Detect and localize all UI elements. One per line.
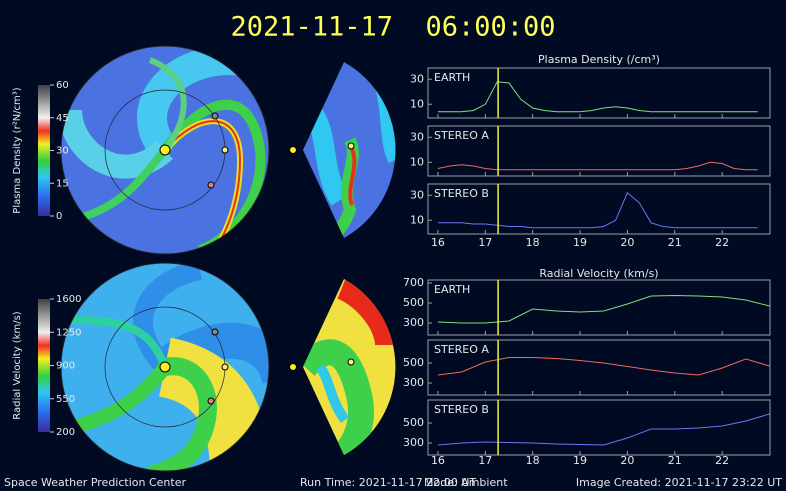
footer-center: Space Weather Prediction Center (4, 476, 186, 489)
x-tick-label: 18 (526, 236, 540, 249)
colorbar-tick-label: 15 (56, 178, 69, 189)
footer-created: Image Created: 2021-11-17 23:22 UT (576, 476, 782, 489)
y-tick-label: 30 (410, 72, 424, 85)
series-line (437, 413, 770, 446)
density-map (60, 45, 396, 255)
x-tick-label: 19 (573, 454, 587, 467)
footer-run-time: Run Time: 2021-11-17 22:00 UT (300, 476, 476, 489)
y-tick-label: 500 (403, 356, 424, 369)
panel-label: STEREO A (434, 129, 489, 142)
colorbar-tick-label: 200 (56, 427, 75, 438)
panel-frame (427, 339, 771, 396)
y-tick-label: 300 (403, 316, 424, 329)
x-tick-label: 21 (668, 236, 682, 249)
colorbar-label: Plasma Density (r²N/cm³) (12, 87, 23, 214)
footer-mode: Mode: Ambient (424, 476, 508, 489)
x-tick-label: 18 (526, 454, 540, 467)
panel-label: STEREO B (434, 403, 489, 416)
panel-label: STEREO B (434, 187, 489, 200)
panel-frame (427, 67, 771, 119)
chart-title: Radial Velocity (km/s) (539, 267, 658, 280)
x-tick-label: 22 (715, 236, 729, 249)
series-line (437, 81, 758, 113)
y-tick-label: 30 (410, 130, 424, 143)
series-line (437, 161, 758, 171)
panel-frame (427, 183, 771, 235)
colorbar-tick-label: 1250 (56, 327, 81, 338)
x-tick-label: 16 (431, 454, 445, 467)
y-tick-label: 10 (410, 97, 424, 110)
y-tick-label: 500 (403, 416, 424, 429)
series-line (437, 191, 758, 229)
colorbar-tick-label: 0 (56, 211, 62, 222)
panel-frame (427, 279, 771, 336)
colorbar (38, 299, 50, 432)
panel-frame (427, 399, 771, 456)
colorbar-tick-label: 1600 (56, 294, 81, 305)
panel-label: STEREO A (434, 343, 489, 356)
y-tick-label: 30 (410, 188, 424, 201)
velocity-map (60, 262, 396, 472)
x-tick-label: 21 (668, 454, 682, 467)
colorbar-tick-label: 60 (56, 80, 69, 91)
panel-label: EARTH (434, 283, 470, 296)
title: 2021-11-17 06:00:00 (230, 12, 555, 43)
chart-title: Plasma Density (/cm³) (538, 53, 660, 66)
x-tick-label: 20 (620, 454, 634, 467)
x-tick-label: 16 (431, 236, 445, 249)
x-tick-label: 17 (478, 236, 492, 249)
series-line (437, 294, 770, 324)
y-tick-label: 10 (410, 213, 424, 226)
x-tick-label: 19 (573, 236, 587, 249)
colorbar-tick-label: 30 (56, 146, 69, 157)
colorbar-tick-label: 550 (56, 394, 75, 405)
panel-label: EARTH (434, 71, 470, 84)
colorbar-tick-label: 45 (56, 113, 69, 124)
y-tick-label: 10 (410, 155, 424, 168)
x-tick-label: 17 (478, 454, 492, 467)
y-tick-label: 700 (403, 276, 424, 289)
y-tick-label: 500 (403, 296, 424, 309)
colorbar (38, 85, 50, 216)
colorbar-tick-label: 900 (56, 361, 75, 372)
x-tick-label: 22 (715, 454, 729, 467)
series-line (437, 357, 770, 376)
colorbar-label: Radial Velocity (km/s) (12, 311, 23, 419)
y-tick-label: 300 (403, 376, 424, 389)
panel-frame (427, 125, 771, 177)
y-tick-label: 300 (403, 436, 424, 449)
x-tick-label: 20 (620, 236, 634, 249)
